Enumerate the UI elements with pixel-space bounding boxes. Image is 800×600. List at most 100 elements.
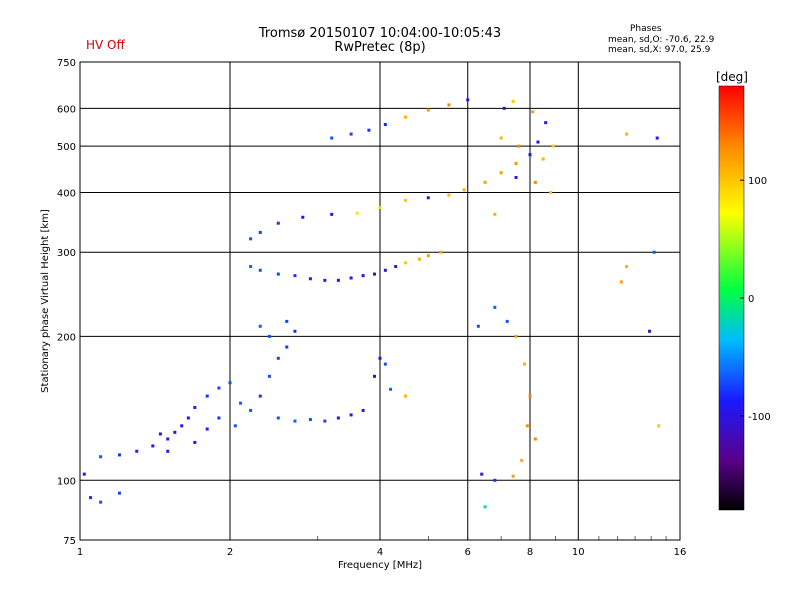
data-point	[217, 386, 221, 390]
x-tick-label: 8	[527, 547, 533, 558]
data-point	[228, 381, 232, 385]
x-tick-label: 2	[227, 547, 233, 558]
phases-x-stats: mean, sd,X: 97.0, 25.9	[608, 45, 711, 55]
data-point	[349, 132, 353, 136]
data-point	[99, 455, 103, 459]
data-point	[403, 198, 407, 202]
data-point	[308, 418, 312, 422]
data-point	[383, 123, 387, 127]
data-point	[511, 100, 515, 104]
data-point	[378, 356, 382, 360]
data-point	[426, 254, 430, 258]
data-point	[426, 196, 430, 200]
data-point	[293, 329, 297, 333]
data-point	[276, 356, 280, 360]
data-point	[549, 190, 553, 194]
data-point	[533, 180, 537, 184]
y-tick-label: 600	[57, 104, 76, 115]
colorbar-ticks: 100 0 -100	[740, 176, 771, 423]
data-point	[258, 230, 262, 234]
y-tick-label: 400	[57, 188, 76, 199]
data-point	[186, 416, 190, 420]
y-tick-label: 200	[57, 332, 76, 343]
data-point	[293, 274, 297, 278]
data-point	[249, 265, 253, 269]
data-point	[267, 374, 271, 378]
data-point	[403, 115, 407, 119]
data-point	[502, 106, 506, 110]
data-point	[308, 277, 312, 281]
x-axis: 1 2 4 6 8 10 16	[77, 536, 687, 558]
data-point	[383, 268, 387, 272]
data-point	[239, 401, 243, 405]
data-point	[285, 319, 289, 323]
data-point	[233, 424, 237, 428]
data-point	[403, 394, 407, 398]
data-point	[367, 128, 371, 132]
data-point	[276, 272, 280, 276]
colorbar-tick-label: 100	[748, 176, 767, 187]
y-tick-label: 300	[57, 248, 76, 259]
data-point	[447, 193, 451, 197]
data-point	[193, 405, 197, 409]
data-point	[249, 237, 253, 241]
data-point	[480, 472, 484, 476]
data-point	[205, 394, 209, 398]
data-point	[528, 153, 532, 157]
data-point	[158, 432, 162, 436]
data-point	[493, 305, 497, 309]
data-point	[523, 362, 527, 366]
data-point	[403, 261, 407, 265]
data-point	[285, 345, 289, 349]
hv-status-label: HV Off	[86, 38, 125, 52]
x-tick-label: 1	[77, 547, 83, 558]
data-point	[394, 265, 398, 269]
data-point	[483, 180, 487, 184]
data-point	[439, 250, 443, 254]
data-point	[514, 334, 518, 338]
data-point	[205, 427, 209, 431]
data-point	[373, 272, 377, 276]
data-point	[462, 188, 466, 192]
data-point	[166, 437, 170, 441]
data-point	[499, 136, 503, 140]
data-point	[505, 319, 509, 323]
chart-points	[82, 98, 661, 509]
data-point	[551, 144, 555, 148]
data-point	[389, 387, 393, 391]
data-point	[652, 250, 656, 254]
y-tick-label: 75	[63, 536, 76, 547]
data-point	[117, 491, 121, 495]
data-point	[619, 280, 623, 284]
data-point	[517, 144, 521, 148]
data-point	[493, 212, 497, 216]
data-point	[536, 140, 540, 144]
data-point	[82, 472, 86, 476]
y-axis: 75 100 200 300 400 500 600 750	[57, 58, 76, 547]
data-point	[483, 505, 487, 509]
data-point	[528, 394, 532, 398]
x-tick-label: 4	[377, 547, 383, 558]
data-point	[378, 206, 382, 210]
data-point	[361, 274, 365, 278]
data-point	[323, 278, 327, 282]
data-point	[193, 440, 197, 444]
data-point	[525, 424, 529, 428]
data-point	[267, 334, 271, 338]
chart-grid	[80, 62, 680, 540]
data-point	[276, 221, 280, 225]
data-point	[258, 324, 262, 328]
data-point	[349, 276, 353, 280]
data-point	[531, 110, 535, 114]
data-point	[173, 430, 177, 434]
x-tick-label: 16	[674, 547, 687, 558]
data-point	[258, 268, 262, 272]
data-point	[151, 444, 155, 448]
data-point	[493, 478, 497, 482]
data-point	[655, 136, 659, 140]
data-point	[657, 424, 661, 428]
data-point	[625, 132, 629, 136]
data-point	[511, 474, 515, 478]
data-point	[417, 257, 421, 261]
data-point	[499, 171, 503, 175]
